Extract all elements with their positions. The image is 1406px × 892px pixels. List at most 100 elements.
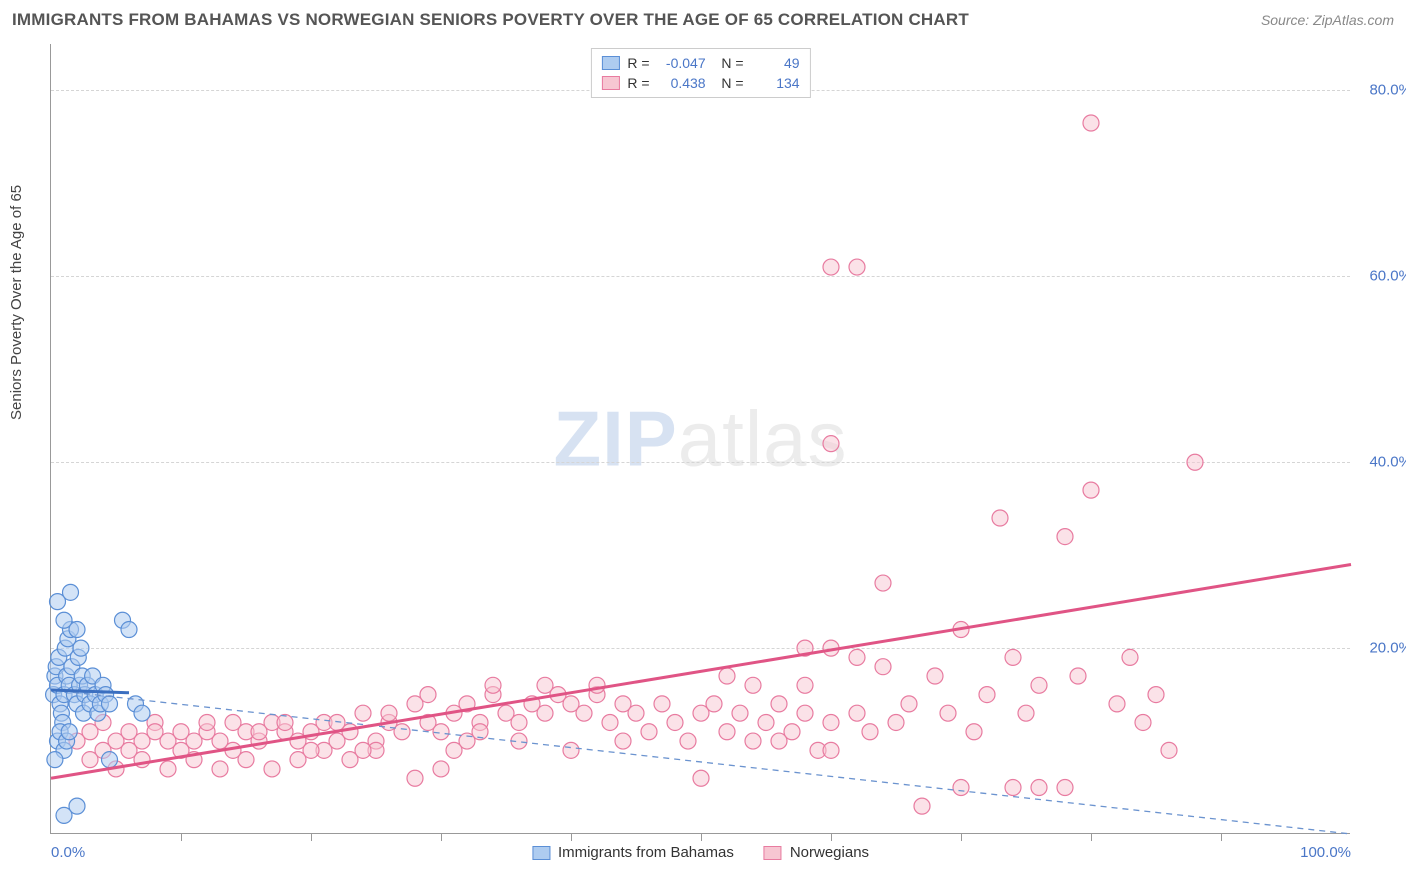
scatter-point xyxy=(277,714,293,730)
legend-n-label: N = xyxy=(714,55,744,71)
scatter-point xyxy=(485,677,501,693)
scatter-point xyxy=(212,761,228,777)
scatter-point xyxy=(82,752,98,768)
scatter-point xyxy=(511,714,527,730)
scatter-point xyxy=(693,770,709,786)
scatter-point xyxy=(1057,780,1073,796)
chart-title: IMMIGRANTS FROM BAHAMAS VS NORWEGIAN SEN… xyxy=(12,10,969,30)
scatter-point xyxy=(61,724,77,740)
legend-r-value-norwegians: 0.438 xyxy=(658,75,706,91)
scatter-point xyxy=(849,649,865,665)
scatter-point xyxy=(966,724,982,740)
scatter-point xyxy=(446,742,462,758)
plot-area: ZIPatlas 20.0%40.0%60.0%80.0% 0.0%100.0%… xyxy=(50,44,1350,834)
legend-row-bahamas: R = -0.047 N = 49 xyxy=(601,53,799,73)
scatter-point xyxy=(1031,677,1047,693)
y-tick-label: 20.0% xyxy=(1369,640,1406,657)
y-axis-title: Seniors Poverty Over the Age of 65 xyxy=(8,185,25,420)
scatter-point xyxy=(537,705,553,721)
scatter-point xyxy=(628,705,644,721)
y-tick-label: 60.0% xyxy=(1369,268,1406,285)
title-bar: IMMIGRANTS FROM BAHAMAS VS NORWEGIAN SEN… xyxy=(12,10,1394,30)
trend-line xyxy=(51,564,1351,778)
scatter-point xyxy=(1135,714,1151,730)
scatter-point xyxy=(823,436,839,452)
scatter-point xyxy=(537,677,553,693)
scatter-point xyxy=(719,724,735,740)
legend-r-label: R = xyxy=(627,75,649,91)
scatter-point xyxy=(849,259,865,275)
scatter-point xyxy=(888,714,904,730)
legend-row-norwegians: R = 0.438 N = 134 xyxy=(601,73,799,93)
scatter-point xyxy=(264,761,280,777)
scatter-point xyxy=(160,761,176,777)
scatter-point xyxy=(706,696,722,712)
scatter-point xyxy=(355,742,371,758)
scatter-point xyxy=(355,705,371,721)
x-tick xyxy=(1221,833,1222,841)
legend-r-label: R = xyxy=(627,55,649,71)
x-tick xyxy=(961,833,962,841)
legend-item-bahamas: Immigrants from Bahamas xyxy=(532,844,734,861)
scatter-point xyxy=(979,687,995,703)
scatter-point xyxy=(329,714,345,730)
x-tick-label: 100.0% xyxy=(1300,844,1351,861)
scatter-point xyxy=(940,705,956,721)
scatter-point xyxy=(797,705,813,721)
scatter-point xyxy=(797,677,813,693)
correlation-legend: R = -0.047 N = 49 R = 0.438 N = 134 xyxy=(590,48,810,98)
source-label: Source: xyxy=(1261,12,1313,28)
scatter-point xyxy=(121,742,137,758)
scatter-point xyxy=(1070,668,1086,684)
scatter-point xyxy=(73,640,89,656)
scatter-point xyxy=(1083,482,1099,498)
scatter-point xyxy=(69,798,85,814)
scatter-point xyxy=(667,714,683,730)
scatter-point xyxy=(1005,649,1021,665)
scatter-point xyxy=(134,705,150,721)
scatter-point xyxy=(420,687,436,703)
legend-swatch-bahamas xyxy=(601,56,619,70)
legend-label-bahamas: Immigrants from Bahamas xyxy=(558,844,734,861)
scatter-point xyxy=(433,761,449,777)
scatter-point xyxy=(992,510,1008,526)
scatter-point xyxy=(394,724,410,740)
scatter-point xyxy=(199,714,215,730)
scatter-point xyxy=(745,733,761,749)
scatter-point xyxy=(121,622,137,638)
scatter-point xyxy=(914,798,930,814)
scatter-point xyxy=(641,724,657,740)
scatter-point xyxy=(1161,742,1177,758)
scatter-point xyxy=(901,696,917,712)
scatter-point xyxy=(433,724,449,740)
scatter-point xyxy=(758,714,774,730)
scatter-point xyxy=(1109,696,1125,712)
scatter-point xyxy=(1018,705,1034,721)
legend-n-value-norwegians: 134 xyxy=(752,75,800,91)
scatter-point xyxy=(615,733,631,749)
x-tick xyxy=(701,833,702,841)
scatter-point xyxy=(381,705,397,721)
scatter-point xyxy=(875,575,891,591)
scatter-point xyxy=(602,714,618,730)
scatter-point xyxy=(849,705,865,721)
legend-n-value-bahamas: 49 xyxy=(752,55,800,71)
x-tick xyxy=(831,833,832,841)
scatter-point xyxy=(69,622,85,638)
x-tick xyxy=(441,833,442,841)
scatter-point xyxy=(1083,115,1099,131)
scatter-point xyxy=(563,742,579,758)
scatter-point xyxy=(102,752,118,768)
scatter-point xyxy=(102,696,118,712)
legend-swatch-icon xyxy=(532,846,550,860)
scatter-point xyxy=(719,668,735,684)
legend-label-norwegians: Norwegians xyxy=(790,844,869,861)
scatter-point xyxy=(303,742,319,758)
series-legend: Immigrants from Bahamas Norwegians xyxy=(532,844,869,861)
scatter-point xyxy=(745,677,761,693)
scatter-svg xyxy=(51,44,1350,833)
scatter-point xyxy=(927,668,943,684)
source-attribution: Source: ZipAtlas.com xyxy=(1261,12,1394,28)
scatter-point xyxy=(1005,780,1021,796)
scatter-point xyxy=(1031,780,1047,796)
